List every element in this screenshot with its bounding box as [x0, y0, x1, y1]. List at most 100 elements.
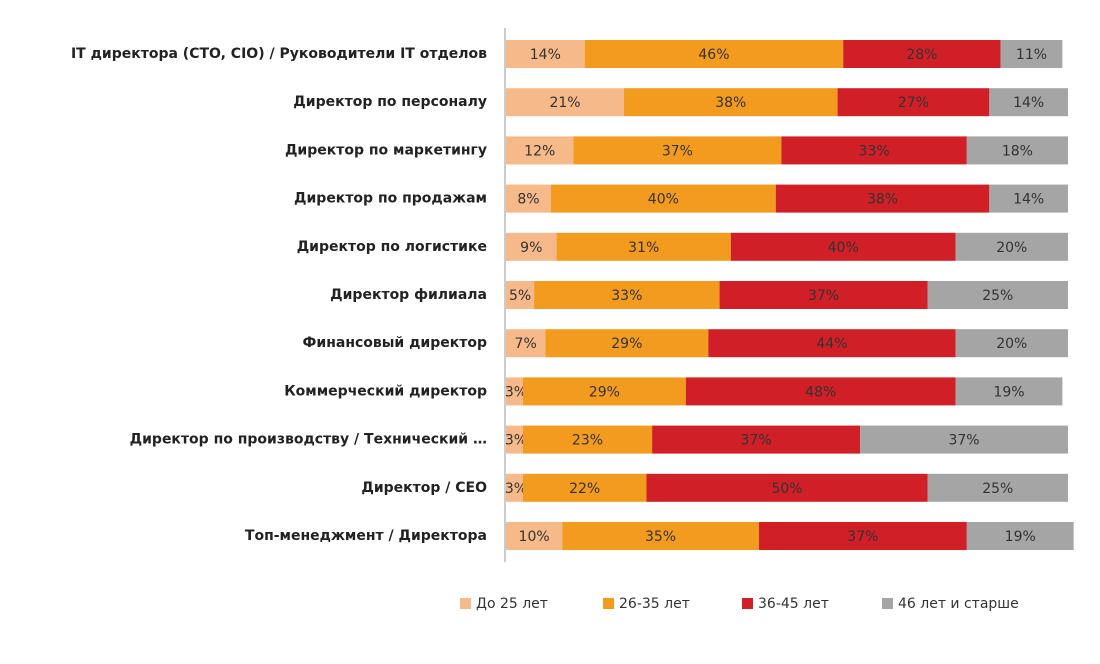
- legend-label: 46 лет и старше: [898, 596, 1019, 612]
- bar-segment: [545, 329, 709, 358]
- value-label: 48%: [805, 384, 836, 400]
- category-label: Директор филиала: [330, 287, 487, 303]
- bar-segment: [685, 377, 956, 406]
- value-label: 3%: [505, 481, 527, 497]
- value-label: 33%: [859, 143, 890, 159]
- bar-segment: [646, 473, 928, 502]
- value-label: 20%: [996, 336, 1027, 352]
- legend-swatch: [882, 598, 893, 609]
- legend-swatch: [603, 598, 614, 609]
- value-label: 9%: [520, 240, 542, 256]
- bar-segment: [843, 40, 1001, 68]
- category-label: Директор по продажам: [294, 191, 487, 207]
- value-label: 19%: [1005, 529, 1036, 545]
- bar-segment: [506, 136, 574, 165]
- category-label: Директор / CEO: [361, 480, 487, 496]
- category-label: Директор по маркетингу: [285, 142, 487, 158]
- value-label: 22%: [569, 481, 600, 497]
- value-label: 37%: [662, 143, 693, 159]
- bar-segment: [550, 184, 776, 213]
- bar-segment: [966, 136, 1068, 165]
- bar-segment: [927, 473, 1068, 502]
- value-label: 12%: [524, 143, 555, 159]
- bar-segment: [573, 136, 782, 165]
- bar-segment: [522, 473, 647, 502]
- bar-segment: [556, 232, 731, 261]
- value-label: 21%: [549, 95, 580, 111]
- value-label: 50%: [771, 481, 802, 497]
- value-label: 7%: [515, 336, 537, 352]
- bar-segment: [506, 522, 563, 550]
- bar-segment: [758, 522, 967, 550]
- value-label: 37%: [741, 433, 772, 449]
- value-label: 27%: [898, 95, 929, 111]
- value-label: 35%: [645, 529, 676, 545]
- legend-swatch: [460, 598, 471, 609]
- bar-segment: [506, 329, 546, 358]
- value-label: 37%: [948, 433, 979, 449]
- category-label: Директор по производству / Технический …: [130, 432, 487, 448]
- bar-segment: [955, 329, 1068, 358]
- bar-segment: [506, 184, 551, 213]
- bar-segment: [506, 425, 523, 454]
- bar-segment: [775, 184, 990, 213]
- bar-segment: [506, 377, 523, 406]
- value-label: 44%: [816, 336, 847, 352]
- value-label: 40%: [648, 192, 679, 208]
- value-label: 29%: [589, 384, 620, 400]
- bar-segment: [719, 281, 928, 309]
- value-label: 46%: [698, 47, 729, 63]
- value-label: 18%: [1002, 143, 1033, 159]
- value-label: 14%: [530, 47, 561, 63]
- bar-segment: [624, 88, 838, 117]
- value-label: 3%: [505, 433, 527, 449]
- bar-segment: [522, 425, 653, 454]
- bar-segment: [506, 88, 625, 117]
- value-label: 5%: [509, 288, 531, 304]
- value-label: 10%: [519, 529, 550, 545]
- bar-segment: [860, 425, 1068, 454]
- category-label: Коммерческий директор: [284, 383, 487, 399]
- value-label: 23%: [572, 433, 603, 449]
- value-label: 40%: [828, 240, 859, 256]
- bar-segment: [730, 232, 956, 261]
- bar-segment: [562, 522, 759, 550]
- bar-segment: [781, 136, 967, 165]
- category-label: Директор по логистике: [297, 239, 487, 255]
- bar-segment: [506, 473, 523, 502]
- bar-segment: [506, 40, 585, 68]
- bar-segment: [989, 88, 1068, 117]
- value-label: 20%: [996, 240, 1027, 256]
- bar-segment: [837, 88, 990, 117]
- value-label: 25%: [982, 288, 1013, 304]
- value-label: 11%: [1016, 47, 1047, 63]
- value-label: 8%: [517, 192, 539, 208]
- legend-label: 26-35 лет: [619, 596, 690, 612]
- bar-segment: [534, 281, 720, 309]
- value-label: 19%: [993, 384, 1024, 400]
- category-label: IT директора (CTO, CIO) / Руководители I…: [71, 46, 487, 62]
- bar-segment: [506, 281, 535, 309]
- value-label: 14%: [1013, 192, 1044, 208]
- value-label: 28%: [906, 47, 937, 63]
- value-label: 31%: [628, 240, 659, 256]
- legend-label: До 25 лет: [476, 596, 548, 612]
- value-label: 37%: [808, 288, 839, 304]
- value-label: 14%: [1013, 95, 1044, 111]
- legend-swatch: [742, 598, 753, 609]
- category-label: Финансовый директор: [303, 335, 488, 351]
- bar-segment: [927, 281, 1068, 309]
- bar-segment: [955, 377, 1063, 406]
- category-label: Топ-менеджмент / Директора: [245, 528, 487, 544]
- bar-segment: [966, 522, 1074, 550]
- value-label: 25%: [982, 481, 1013, 497]
- bar-segment: [708, 329, 956, 358]
- bar-segment: [955, 232, 1068, 261]
- value-label: 33%: [611, 288, 642, 304]
- bar-segment: [989, 184, 1068, 213]
- legend-label: 36-45 лет: [758, 596, 829, 612]
- value-label: 37%: [847, 529, 878, 545]
- value-label: 38%: [715, 95, 746, 111]
- value-label: 29%: [611, 336, 642, 352]
- value-label: 38%: [867, 192, 898, 208]
